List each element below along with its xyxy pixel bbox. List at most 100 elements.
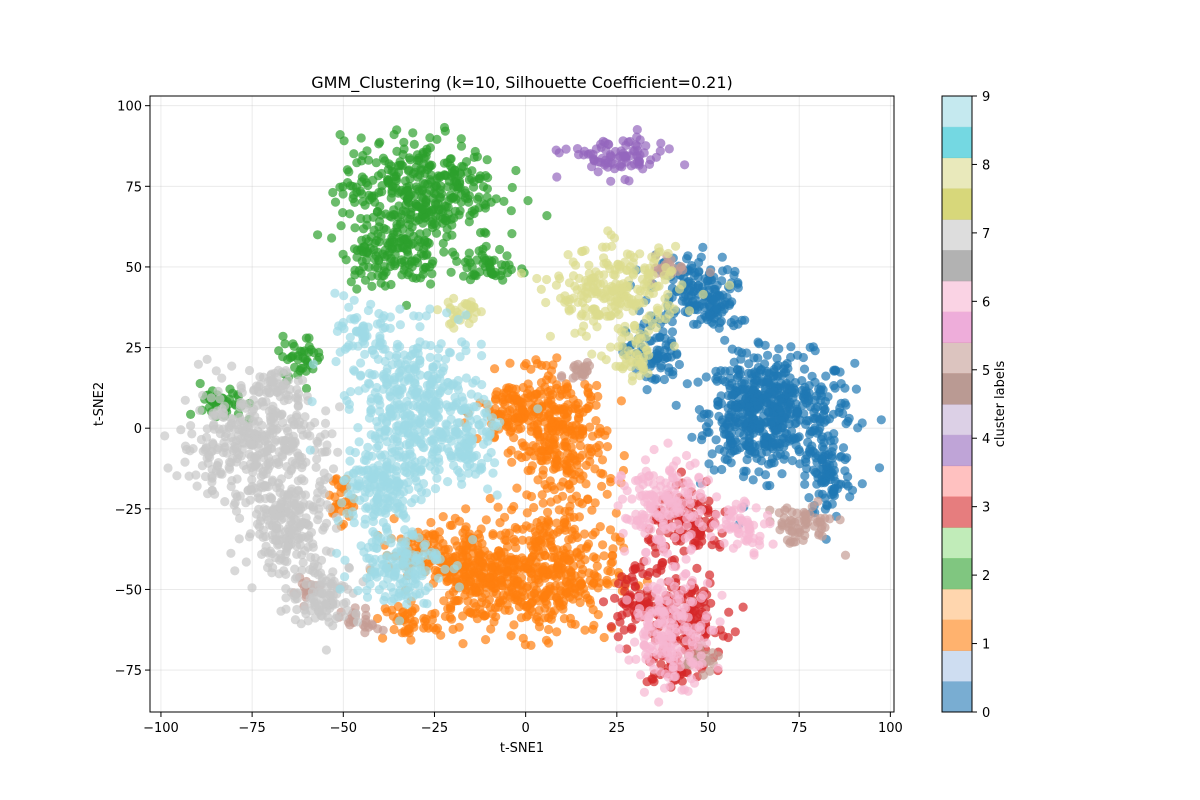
scatter-point-cluster-2 bbox=[357, 156, 367, 166]
scatter-point-cluster-1 bbox=[594, 440, 604, 450]
scatter-point-cluster-6 bbox=[654, 697, 664, 707]
scatter-point-cluster-3 bbox=[697, 536, 707, 546]
scatter-point-cluster-2 bbox=[345, 181, 355, 191]
scatter-point-cluster-0 bbox=[829, 381, 839, 391]
scatter-point-cluster-8 bbox=[624, 332, 634, 342]
scatter-point-cluster-8 bbox=[432, 305, 443, 315]
scatter-point-cluster-1 bbox=[575, 441, 585, 451]
scatter-point-cluster-1 bbox=[546, 607, 556, 617]
scatter-point-cluster-7 bbox=[265, 492, 275, 502]
scatter-point-cluster-7 bbox=[218, 424, 228, 434]
scatter-point-cluster-7 bbox=[241, 557, 251, 567]
scatter-point-cluster-6 bbox=[696, 505, 707, 515]
scatter-point-cluster-0 bbox=[693, 377, 703, 387]
scatter-point-cluster-5 bbox=[801, 524, 811, 534]
scatter-point-cluster-7 bbox=[251, 381, 262, 391]
scatter-point-cluster-7 bbox=[255, 372, 265, 382]
scatter-point-cluster-7 bbox=[301, 518, 311, 528]
scatter-point-cluster-0 bbox=[760, 470, 771, 480]
scatter-point-cluster-1 bbox=[591, 416, 601, 426]
scatter-point-cluster-7 bbox=[195, 405, 205, 415]
scatter-point-cluster-8 bbox=[630, 320, 640, 330]
scatter-point-cluster-1 bbox=[599, 551, 609, 561]
scatter-point-cluster-1 bbox=[575, 597, 585, 608]
scatter-point-cluster-0 bbox=[827, 453, 837, 463]
scatter-point-cluster-2 bbox=[362, 248, 372, 258]
scatter-point-cluster-3 bbox=[651, 548, 661, 558]
scatter-point-cluster-7 bbox=[204, 450, 214, 460]
scatter-point-cluster-1 bbox=[496, 548, 506, 558]
scatter-point-cluster-7 bbox=[285, 520, 295, 530]
scatter-point-cluster-1 bbox=[564, 479, 574, 490]
scatter-point-cluster-7 bbox=[314, 504, 324, 514]
scatter-point-cluster-1 bbox=[454, 516, 465, 526]
scatter-point-cluster-1 bbox=[564, 506, 574, 516]
scatter-point-cluster-3 bbox=[620, 586, 630, 597]
scatter-point-cluster-7 bbox=[212, 410, 222, 420]
scatter-point-cluster-0 bbox=[784, 436, 795, 446]
scatter-point-cluster-2 bbox=[362, 146, 372, 156]
scatter-point-cluster-2 bbox=[358, 224, 369, 234]
scatter-point-cluster-2 bbox=[382, 238, 392, 248]
scatter-point-cluster-0 bbox=[753, 353, 763, 363]
scatter-point-cluster-1 bbox=[512, 483, 522, 493]
scatter-point-cluster-4 bbox=[632, 141, 642, 151]
scatter-point-cluster-1 bbox=[380, 603, 390, 614]
scatter-point-cluster-7 bbox=[184, 471, 194, 481]
scatter-point-cluster-8 bbox=[667, 266, 677, 276]
scatter-point-cluster-8 bbox=[663, 289, 673, 299]
scatter-point-cluster-1 bbox=[450, 536, 460, 546]
scatter-point-cluster-1 bbox=[533, 475, 543, 485]
scatter-point-cluster-6 bbox=[679, 685, 690, 695]
scatter-point-cluster-7 bbox=[226, 481, 236, 492]
scatter-point-cluster-0 bbox=[741, 466, 751, 476]
scatter-point-cluster-2 bbox=[406, 190, 416, 200]
scatter-point-cluster-1 bbox=[529, 502, 539, 513]
scatter-point-cluster-7 bbox=[261, 541, 271, 551]
scatter-point-cluster-5 bbox=[798, 535, 808, 546]
scatter-point-cluster-0 bbox=[656, 361, 667, 371]
scatter-point-cluster-2 bbox=[367, 281, 377, 291]
scatter-point-cluster-2 bbox=[341, 255, 351, 265]
scatter-point-cluster-7 bbox=[217, 404, 227, 414]
plot-area bbox=[149, 95, 895, 713]
scatter-point-cluster-1 bbox=[496, 577, 507, 587]
scatter-point-cluster-6 bbox=[685, 596, 696, 607]
scatter-point-cluster-0 bbox=[667, 327, 678, 337]
scatter-point-cluster-8 bbox=[592, 322, 602, 332]
scatter-point-cluster-7 bbox=[246, 440, 256, 450]
scatter-point-cluster-1 bbox=[447, 520, 457, 531]
scatter-point-cluster-7 bbox=[325, 503, 335, 514]
scatter-point-cluster-1 bbox=[576, 579, 586, 589]
scatter-point-cluster-7 bbox=[314, 587, 324, 598]
scatter-point-cluster-1 bbox=[562, 588, 572, 598]
scatter-point-cluster-3 bbox=[622, 644, 632, 654]
scatter-point-cluster-7 bbox=[272, 387, 282, 397]
scatter-point-cluster-0 bbox=[829, 365, 839, 375]
scatter-point-cluster-7 bbox=[253, 416, 263, 426]
scatter-point-cluster-1 bbox=[606, 477, 616, 487]
scatter-point-cluster-0 bbox=[813, 451, 823, 461]
scatter-point-cluster-7 bbox=[293, 420, 304, 430]
scatter-point-cluster-1 bbox=[567, 426, 577, 436]
scatter-point-cluster-1 bbox=[484, 573, 495, 583]
scatter-point-cluster-1 bbox=[454, 596, 464, 606]
scatter-point-cluster-1 bbox=[477, 573, 488, 584]
scatter-point-cluster-2 bbox=[427, 269, 437, 279]
scatter-point-cluster-1 bbox=[406, 635, 416, 645]
scatter-point-cluster-7 bbox=[222, 448, 232, 458]
scatter-point-cluster-7 bbox=[201, 432, 212, 442]
scatter-point-cluster-8 bbox=[572, 285, 582, 295]
scatter-point-cluster-7 bbox=[321, 599, 331, 609]
scatter-point-cluster-8 bbox=[611, 279, 621, 289]
scatter-point-cluster-7 bbox=[254, 504, 264, 514]
scatter-point-cluster-0 bbox=[760, 383, 771, 393]
scatter-point-cluster-1 bbox=[481, 635, 491, 645]
scatter-point-cluster-6 bbox=[649, 479, 659, 489]
scatter-point-cluster-7 bbox=[290, 458, 300, 468]
scatter-point-cluster-0 bbox=[850, 358, 860, 368]
scatter-point-cluster-6 bbox=[671, 562, 681, 572]
scatter-point-cluster-1 bbox=[610, 532, 621, 542]
scatter-point-cluster-6 bbox=[646, 499, 657, 509]
scatter-point-cluster-0 bbox=[707, 449, 717, 459]
